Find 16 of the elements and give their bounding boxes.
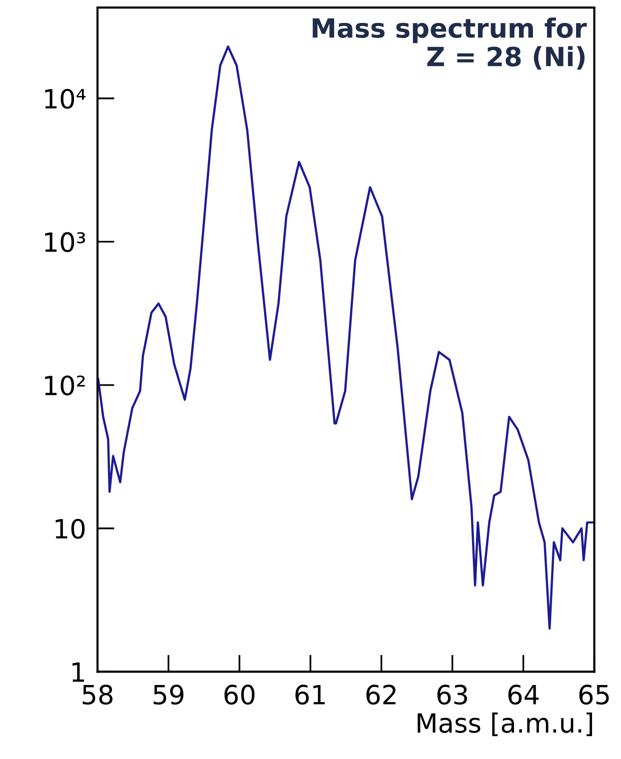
x-tick-label: 58 [82,684,112,705]
x-tick-label: 65 [579,684,609,705]
y-tick-label: 1 [72,662,84,682]
x-tick-label: 61 [295,684,325,705]
x-tick-label: 64 [508,684,539,705]
x-tick-label: 59 [154,684,184,705]
text: Mass spectrum for Z = 28 (Ni) [312,18,587,70]
y-tick-label: 10² [45,375,85,396]
x-axis-title: Mass [a.m.u.] [418,712,592,736]
line-series [97,45,594,630]
x-tick-label: 63 [437,684,468,705]
y-tick-label: 10 [56,518,85,539]
y-tick-label: 10³ [45,232,86,252]
x-tick-label: 62 [366,684,396,705]
y-tick-label: 10⁴ [45,88,86,109]
x-tick-label: 60 [224,684,254,705]
